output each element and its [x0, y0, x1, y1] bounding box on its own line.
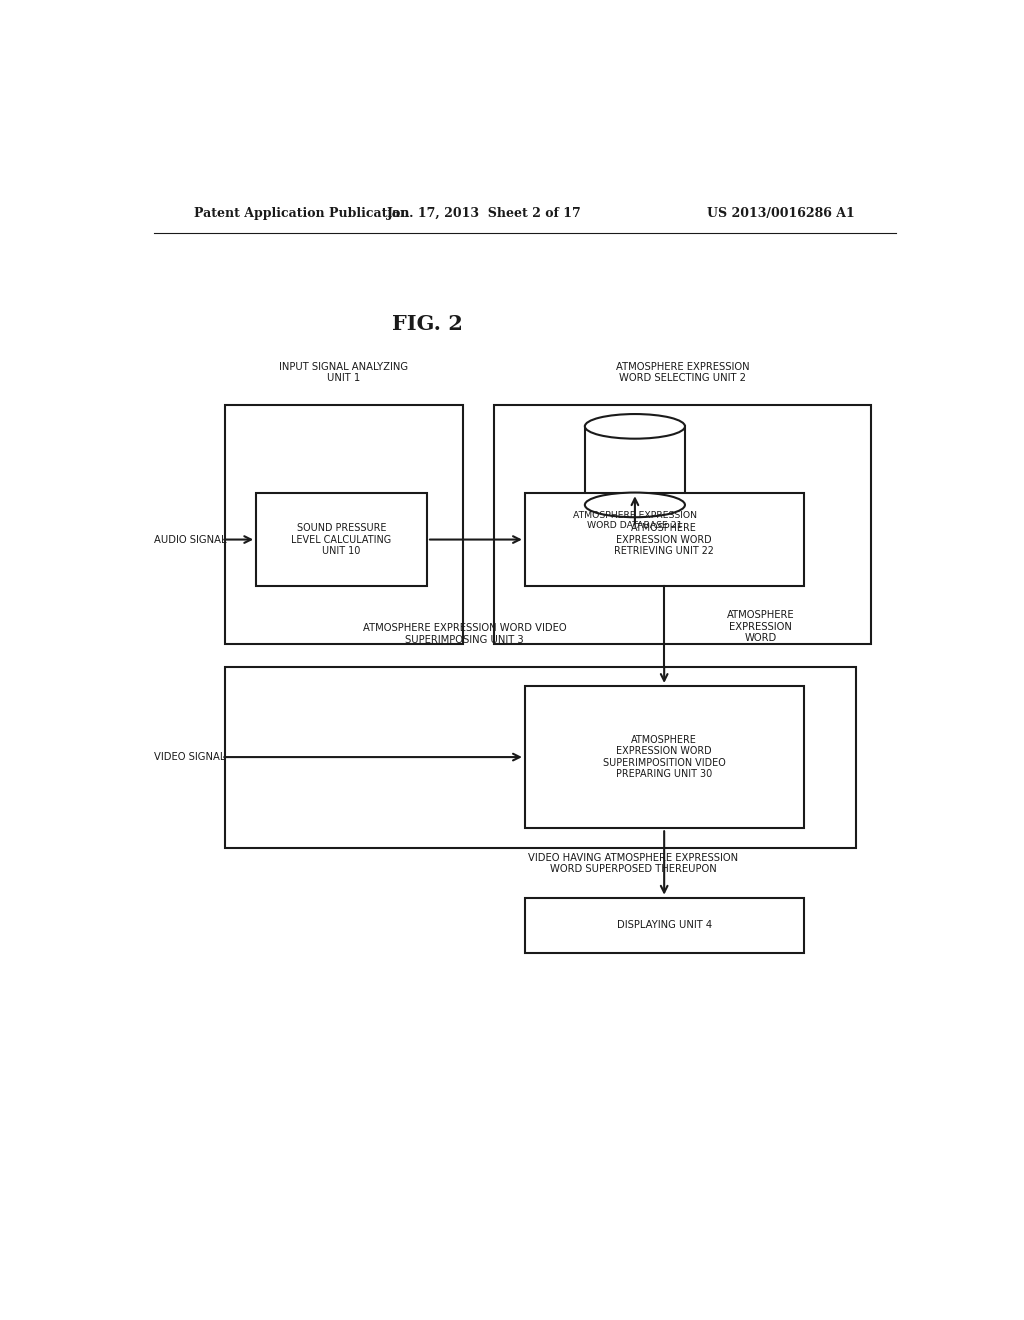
Bar [524, 898, 804, 953]
Text: ATMOSPHERE
EXPRESSION WORD
RETRIEVING UNIT 22: ATMOSPHERE EXPRESSION WORD RETRIEVING UN… [614, 523, 714, 556]
Ellipse shape [585, 492, 685, 517]
Text: VIDEO HAVING ATMOSPHERE EXPRESSION
WORD SUPERPOSED THEREUPON: VIDEO HAVING ATMOSPHERE EXPRESSION WORD … [528, 853, 738, 875]
Text: US 2013/0016286 A1: US 2013/0016286 A1 [707, 207, 854, 220]
Bar [494, 405, 871, 644]
Bar [524, 686, 804, 829]
Bar [224, 667, 856, 847]
Text: ATMOSPHERE EXPRESSION WORD VIDEO
SUPERIMPOSING UNIT 3: ATMOSPHERE EXPRESSION WORD VIDEO SUPERIM… [362, 623, 566, 645]
Text: ATMOSPHERE
EXPRESSION
WORD: ATMOSPHERE EXPRESSION WORD [727, 610, 795, 643]
Text: ATMOSPHERE EXPRESSION
WORD SELECTING UNIT 2: ATMOSPHERE EXPRESSION WORD SELECTING UNI… [615, 362, 750, 383]
Bar [524, 494, 804, 586]
Bar [585, 426, 685, 506]
Text: DISPLAYING UNIT 4: DISPLAYING UNIT 4 [616, 920, 712, 931]
Text: ATMOSPHERE EXPRESSION
WORD DATABASE 21: ATMOSPHERE EXPRESSION WORD DATABASE 21 [572, 511, 697, 531]
Text: Jan. 17, 2013  Sheet 2 of 17: Jan. 17, 2013 Sheet 2 of 17 [387, 207, 582, 220]
Text: SOUND PRESSURE
LEVEL CALCULATING
UNIT 10: SOUND PRESSURE LEVEL CALCULATING UNIT 10 [292, 523, 391, 556]
Text: ATMOSPHERE
EXPRESSION WORD
SUPERIMPOSITION VIDEO
PREPARING UNIT 30: ATMOSPHERE EXPRESSION WORD SUPERIMPOSITI… [603, 735, 726, 780]
Text: AUDIO SIGNAL: AUDIO SIGNAL [154, 535, 226, 545]
Text: FIG. 2: FIG. 2 [391, 314, 463, 334]
Bar [256, 494, 427, 586]
Bar [224, 405, 463, 644]
Text: Patent Application Publication: Patent Application Publication [194, 207, 410, 220]
Text: INPUT SIGNAL ANALYZING
UNIT 1: INPUT SIGNAL ANALYZING UNIT 1 [280, 362, 409, 383]
Text: VIDEO SIGNAL: VIDEO SIGNAL [154, 752, 225, 762]
Ellipse shape [585, 414, 685, 438]
